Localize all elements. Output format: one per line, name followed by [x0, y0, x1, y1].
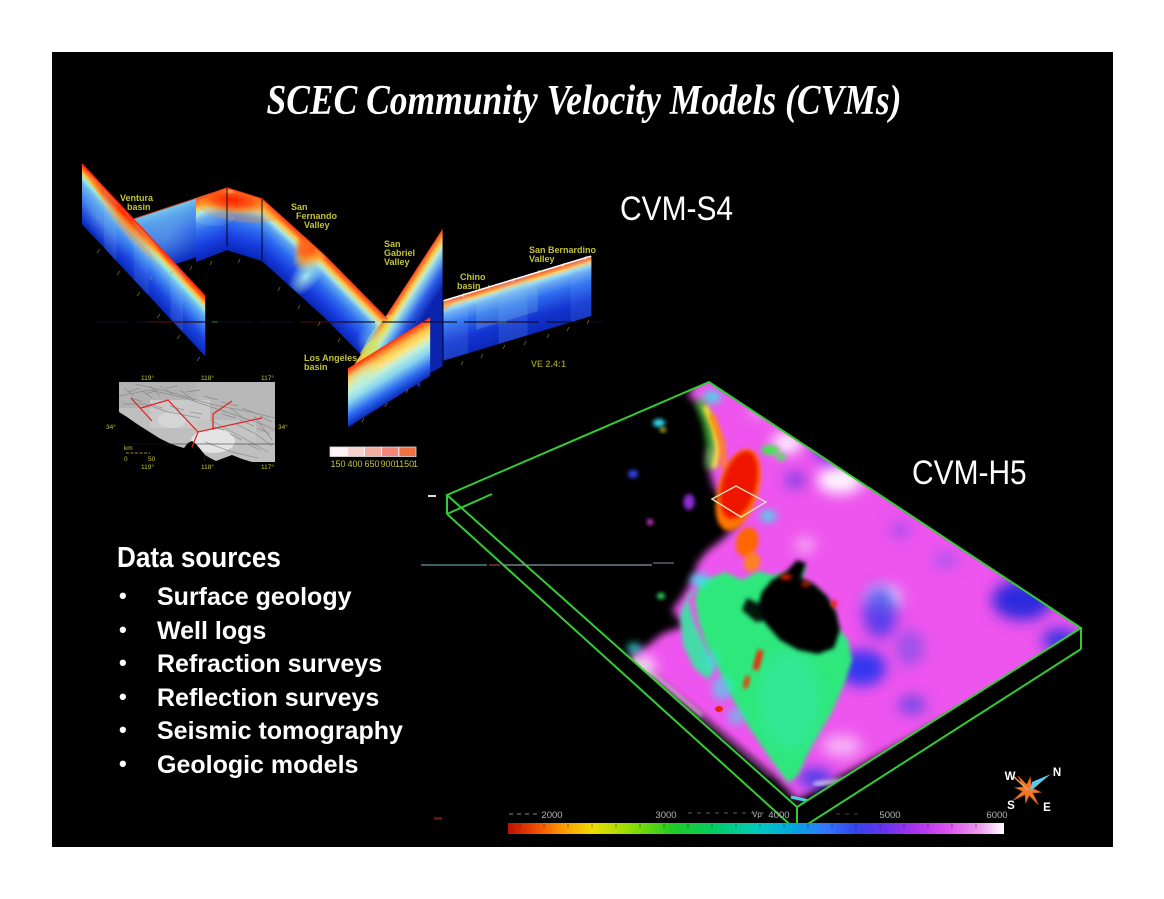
svg-text:34°: 34° [278, 423, 288, 431]
svg-text:E: E [1043, 802, 1051, 814]
svg-text:W: W [1005, 771, 1016, 783]
svg-text:4000: 4000 [768, 810, 789, 821]
svg-text:118°: 118° [201, 463, 214, 471]
svg-text:S: S [1007, 800, 1015, 812]
svg-text:117°: 117° [261, 374, 274, 382]
svg-text:119°: 119° [141, 463, 154, 471]
svg-text:N: N [1053, 767, 1061, 779]
svg-text:km: km [124, 445, 133, 452]
svg-text:119°: 119° [141, 374, 154, 382]
svg-text:650: 650 [364, 459, 379, 469]
svg-text:3000: 3000 [655, 810, 676, 821]
svg-text:50: 50 [148, 456, 156, 463]
svg-text:1150: 1150 [395, 459, 414, 469]
svg-text:400: 400 [347, 459, 362, 469]
svg-text:117°: 117° [261, 463, 274, 471]
svg-text:2000: 2000 [541, 810, 562, 821]
svg-text:1: 1 [413, 459, 418, 469]
svg-text:Vp: Vp [752, 810, 762, 819]
svg-text:6000: 6000 [986, 810, 1007, 821]
svg-text:34°: 34° [106, 423, 116, 431]
svg-text:0: 0 [124, 456, 128, 463]
svg-text:5000: 5000 [879, 810, 900, 821]
svg-text:118°: 118° [201, 374, 214, 382]
svg-text:900: 900 [380, 459, 395, 469]
svg-text:150: 150 [330, 459, 345, 469]
